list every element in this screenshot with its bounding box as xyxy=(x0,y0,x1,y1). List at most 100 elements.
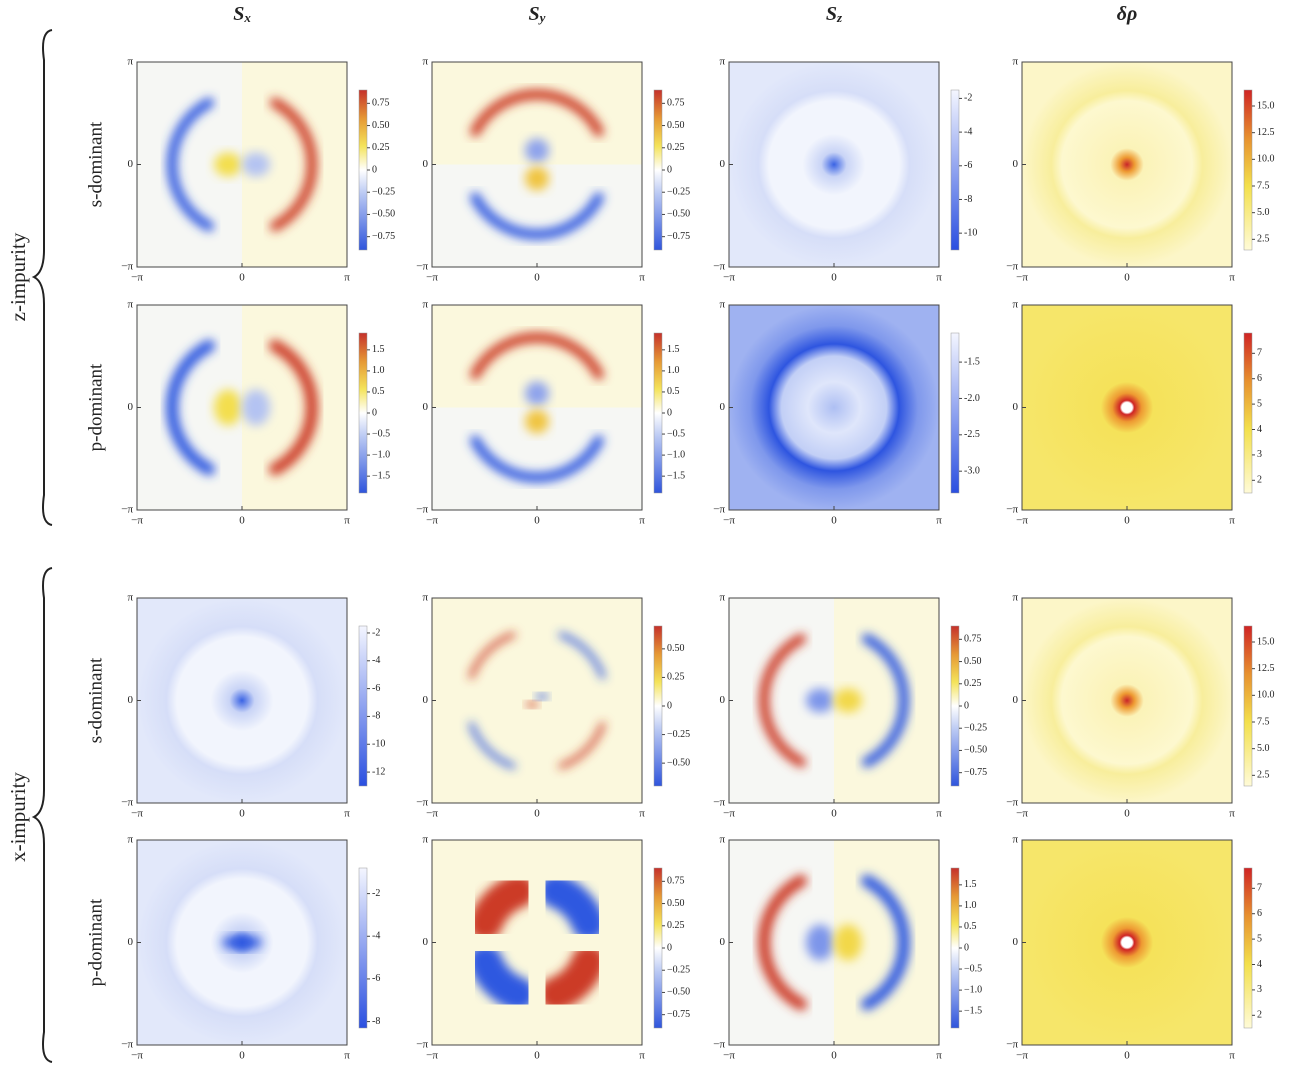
x-tick-label: −π xyxy=(1016,1050,1028,1062)
panel: −π−π 0 0 π π 7 6 5 4 3 2 xyxy=(1006,299,1262,527)
colorbar-tick-label: −0.25 xyxy=(667,965,690,976)
y-tick-label: π xyxy=(719,592,725,604)
colorbar xyxy=(653,625,663,787)
row-label: p-dominant xyxy=(85,363,106,451)
heatmap-feature xyxy=(525,166,549,191)
y-tick-label: π xyxy=(719,56,725,68)
x-tick-label: 0 xyxy=(1124,515,1130,527)
heatmap xyxy=(137,598,347,803)
x-tick-label: 0 xyxy=(1124,808,1130,820)
x-tick-label: 0 xyxy=(534,808,540,820)
heatmap-feature xyxy=(759,633,807,768)
panel: −π−π 0 0 π π 1.5 1.0 0.5 0 −0.5 −1.0 −1.5 xyxy=(121,299,390,527)
column-header: δρ xyxy=(1117,3,1138,25)
colorbar-tick-label: 1.5 xyxy=(667,344,680,355)
panel: −π−π 0 0 π π -2 -4 -6 -8 -10 -12 xyxy=(121,592,385,820)
heatmap-feature xyxy=(470,332,604,380)
y-tick-label: π xyxy=(127,56,133,68)
heatmap-feature xyxy=(214,389,242,426)
colorbar-tick-label: 5.0 xyxy=(1257,743,1270,754)
x-tick-label: −π xyxy=(723,515,735,527)
panel: −π−π 0 0 π π 7 6 5 4 3 2 xyxy=(1006,834,1262,1062)
y-tick-label: −π xyxy=(713,797,725,809)
colorbar-tick-label: 2 xyxy=(1257,475,1262,486)
colorbar-tick-label: 0 xyxy=(964,700,969,711)
heatmap-feature xyxy=(525,381,549,406)
colorbar-tick-label: −1.0 xyxy=(964,984,982,995)
colorbar-tick-label: 15.0 xyxy=(1257,636,1275,647)
colorbar xyxy=(358,332,368,494)
y-tick-label: −π xyxy=(1006,797,1018,809)
colorbar xyxy=(358,89,368,251)
y-tick-label: −π xyxy=(416,261,428,273)
colorbar-tick-label: -8 xyxy=(372,1016,380,1027)
heatmap-feature xyxy=(861,633,909,768)
heatmap-feature xyxy=(860,874,910,1011)
y-tick-label: π xyxy=(719,299,725,311)
panel: −π−π 0 0 π π 15.0 12.5 10.0 7.5 5.0 2.5 xyxy=(1006,592,1274,820)
heatmap-feature xyxy=(806,924,834,961)
y-tick-label: −π xyxy=(121,504,133,516)
row-label: s-dominant xyxy=(85,121,106,207)
colorbar-tick-label: −0.75 xyxy=(667,1009,690,1020)
y-tick-label: π xyxy=(127,834,133,846)
y-tick-label: π xyxy=(422,56,428,68)
colorbar-tick-label: -8 xyxy=(964,194,972,205)
colorbar xyxy=(653,89,663,251)
y-tick-label: 0 xyxy=(1013,401,1019,413)
x-tick-label: −π xyxy=(1016,272,1028,284)
x-tick-label: 0 xyxy=(534,515,540,527)
x-tick-label: −π xyxy=(723,808,735,820)
heatmap xyxy=(432,840,642,1045)
column-header: Sy xyxy=(529,3,546,25)
heatmap-feature xyxy=(268,339,318,476)
colorbar-tick-label: −0.75 xyxy=(372,231,395,242)
y-tick-label: π xyxy=(422,299,428,311)
x-tick-label: π xyxy=(1229,272,1235,284)
colorbar-tick-label: −0.50 xyxy=(667,757,690,768)
y-tick-label: 0 xyxy=(128,401,134,413)
panel: −π−π 0 0 π π -2 -4 -6 -8 xyxy=(121,834,380,1062)
colorbar-tick-label: 7.5 xyxy=(1257,716,1270,727)
panel: −π−π 0 0 π π 1.5 1.0 0.5 0 −0.5 −1.0 −1.5 xyxy=(713,834,982,1062)
brace xyxy=(31,29,53,526)
x-tick-label: −π xyxy=(131,1050,143,1062)
heatmap-feature xyxy=(525,409,549,434)
colorbar-tick-label: −1.5 xyxy=(667,470,685,481)
y-tick-label: 0 xyxy=(423,401,429,413)
colorbar-tick-label: −0.75 xyxy=(667,231,690,242)
y-tick-label: 0 xyxy=(720,936,726,948)
colorbar-tick-label: 1.0 xyxy=(964,900,977,911)
colorbar-tick-label: −1.5 xyxy=(372,470,390,481)
colorbar-tick-label: 7.5 xyxy=(1257,180,1270,191)
colorbar-tick-label: -2.0 xyxy=(964,393,980,404)
colorbar-tick-label: 4 xyxy=(1257,959,1262,970)
colorbar-tick-label: 0 xyxy=(667,407,672,418)
colorbar-tick-label: 5.0 xyxy=(1257,207,1270,218)
colorbar-tick-label: -6 xyxy=(372,973,380,984)
colorbar-tick-label: -6 xyxy=(964,160,972,171)
heatmap-feature xyxy=(222,935,262,950)
y-tick-label: 0 xyxy=(423,158,429,170)
colorbar-tick-label: -4 xyxy=(372,931,380,942)
y-tick-label: 0 xyxy=(128,158,134,170)
heatmap-feature xyxy=(806,688,834,713)
heatmap-feature xyxy=(242,389,270,426)
panel: −π−π 0 0 π π 0.75 0.50 0.25 0 −0.25 −0.50 −0.75 xyxy=(121,56,395,284)
colorbar-tick-label: -2 xyxy=(372,627,380,638)
x-tick-label: π xyxy=(639,1050,645,1062)
x-tick-label: −π xyxy=(1016,808,1028,820)
heatmap-feature xyxy=(536,693,548,700)
colorbar-tick-label: −0.75 xyxy=(964,767,987,778)
x-tick-label: π xyxy=(639,272,645,284)
colorbar-tick-label: 1.5 xyxy=(964,879,977,890)
colorbar-tick-label: 6 xyxy=(1257,908,1262,919)
colorbar-tick-label: 0.50 xyxy=(964,656,982,667)
y-tick-label: −π xyxy=(416,1039,428,1051)
y-tick-label: π xyxy=(1012,56,1018,68)
x-tick-label: π xyxy=(639,515,645,527)
colorbar-tick-label: -2 xyxy=(964,93,972,104)
panel: −π−π 0 0 π π -2 -4 -6 -8 -10 xyxy=(713,56,977,284)
x-tick-label: π xyxy=(936,515,942,527)
x-tick-label: π xyxy=(344,515,350,527)
